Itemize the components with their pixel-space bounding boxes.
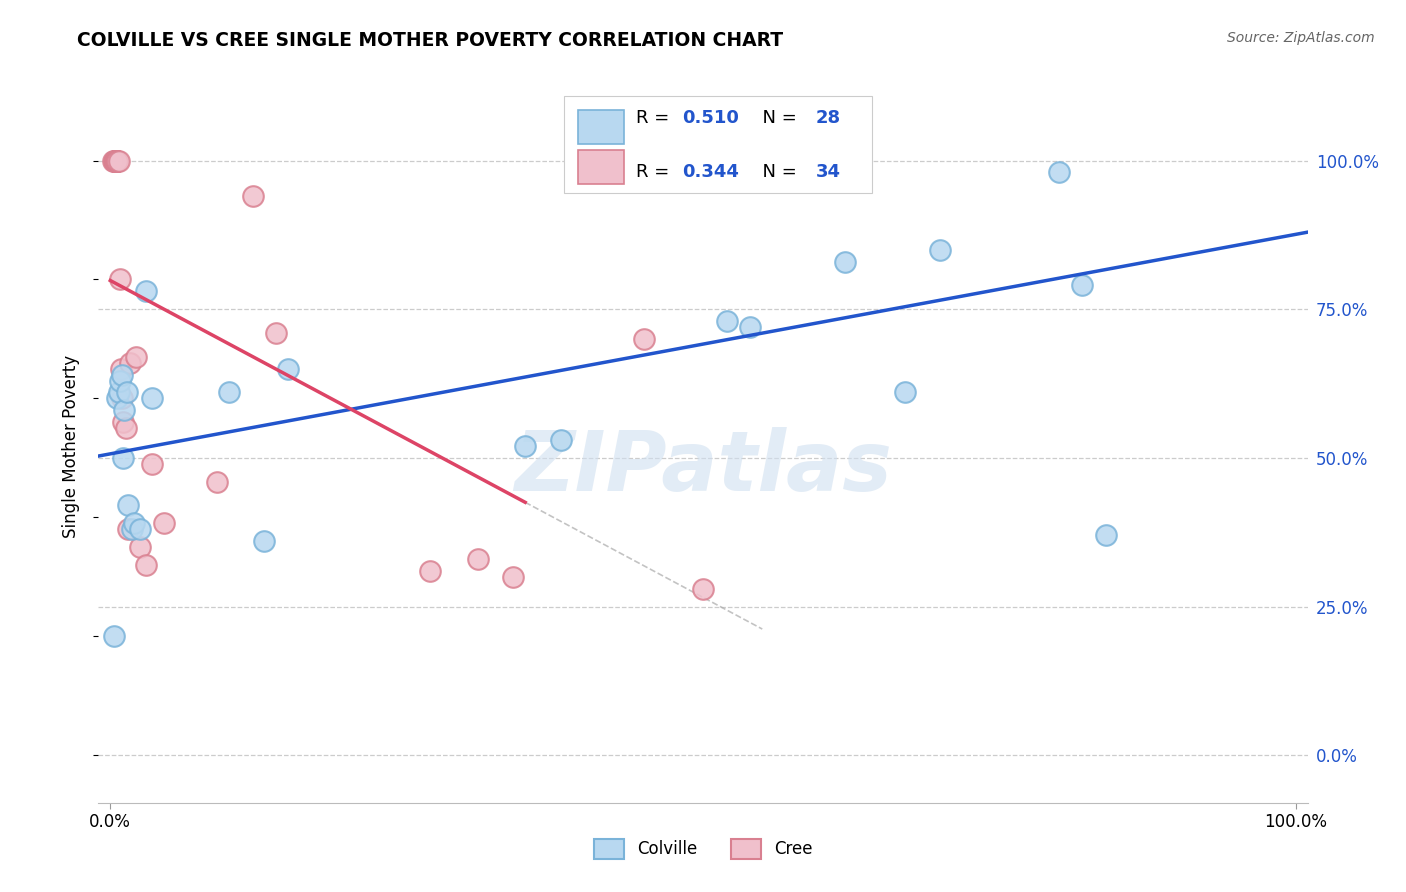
Text: N =: N =: [751, 162, 803, 181]
Text: ZIPatlas: ZIPatlas: [515, 427, 891, 508]
Bar: [578, 110, 624, 145]
Point: [515, 439, 537, 453]
Bar: [578, 150, 624, 184]
Point: [108, 374, 131, 388]
Point: [117, 499, 139, 513]
Point: [1119, 58, 1142, 72]
Point: [101, 153, 124, 168]
Point: [135, 558, 157, 572]
Point: [105, 153, 128, 168]
Point: [205, 475, 228, 489]
Point: [834, 254, 856, 268]
Point: [740, 320, 762, 334]
Point: [105, 153, 128, 168]
Legend: Colville, Cree: Colville, Cree: [586, 832, 820, 866]
Point: [107, 385, 129, 400]
Point: [121, 522, 143, 536]
Point: [105, 153, 128, 168]
Point: [105, 153, 128, 168]
Point: [112, 415, 135, 429]
Text: Source: ZipAtlas.com: Source: ZipAtlas.com: [1227, 31, 1375, 45]
Point: [108, 272, 131, 286]
Point: [105, 153, 128, 168]
Point: [135, 285, 157, 299]
Point: [141, 392, 163, 406]
Point: [105, 153, 128, 168]
Point: [122, 516, 145, 531]
Text: R =: R =: [637, 162, 675, 181]
Point: [114, 421, 136, 435]
Point: [893, 385, 915, 400]
Text: R =: R =: [637, 109, 675, 128]
Point: [105, 153, 128, 168]
Point: [1071, 278, 1094, 293]
Point: [692, 582, 714, 596]
Point: [114, 403, 136, 417]
Point: [112, 450, 135, 465]
Point: [104, 153, 127, 168]
Point: [467, 552, 489, 566]
Point: [129, 522, 152, 536]
Point: [141, 457, 163, 471]
Point: [105, 392, 128, 406]
Point: [105, 153, 128, 168]
Text: 34: 34: [815, 162, 841, 181]
Point: [104, 153, 127, 168]
Point: [103, 153, 125, 168]
Point: [1095, 528, 1118, 542]
Point: [111, 368, 134, 382]
Point: [152, 516, 174, 531]
Point: [111, 392, 134, 406]
Point: [929, 243, 952, 257]
Point: [633, 332, 655, 346]
Bar: [564, 96, 872, 193]
Point: [117, 522, 139, 536]
Point: [253, 534, 276, 549]
Point: [120, 356, 142, 370]
Text: COLVILLE VS CREE SINGLE MOTHER POVERTY CORRELATION CHART: COLVILLE VS CREE SINGLE MOTHER POVERTY C…: [77, 31, 783, 50]
Point: [103, 629, 125, 643]
Point: [716, 314, 738, 328]
Text: 0.344: 0.344: [682, 162, 740, 181]
Point: [107, 153, 129, 168]
Point: [502, 570, 524, 584]
Point: [125, 350, 148, 364]
Point: [277, 361, 299, 376]
Point: [129, 540, 152, 554]
Point: [110, 361, 132, 376]
Point: [550, 433, 572, 447]
Point: [264, 326, 287, 340]
Text: 28: 28: [815, 109, 841, 128]
Point: [242, 189, 264, 203]
Point: [115, 385, 138, 400]
Text: 0.510: 0.510: [682, 109, 740, 128]
Point: [1047, 165, 1070, 179]
Y-axis label: Single Mother Poverty: Single Mother Poverty: [62, 354, 80, 538]
Point: [218, 385, 240, 400]
Text: N =: N =: [751, 109, 803, 128]
Point: [104, 153, 127, 168]
Point: [419, 564, 441, 578]
